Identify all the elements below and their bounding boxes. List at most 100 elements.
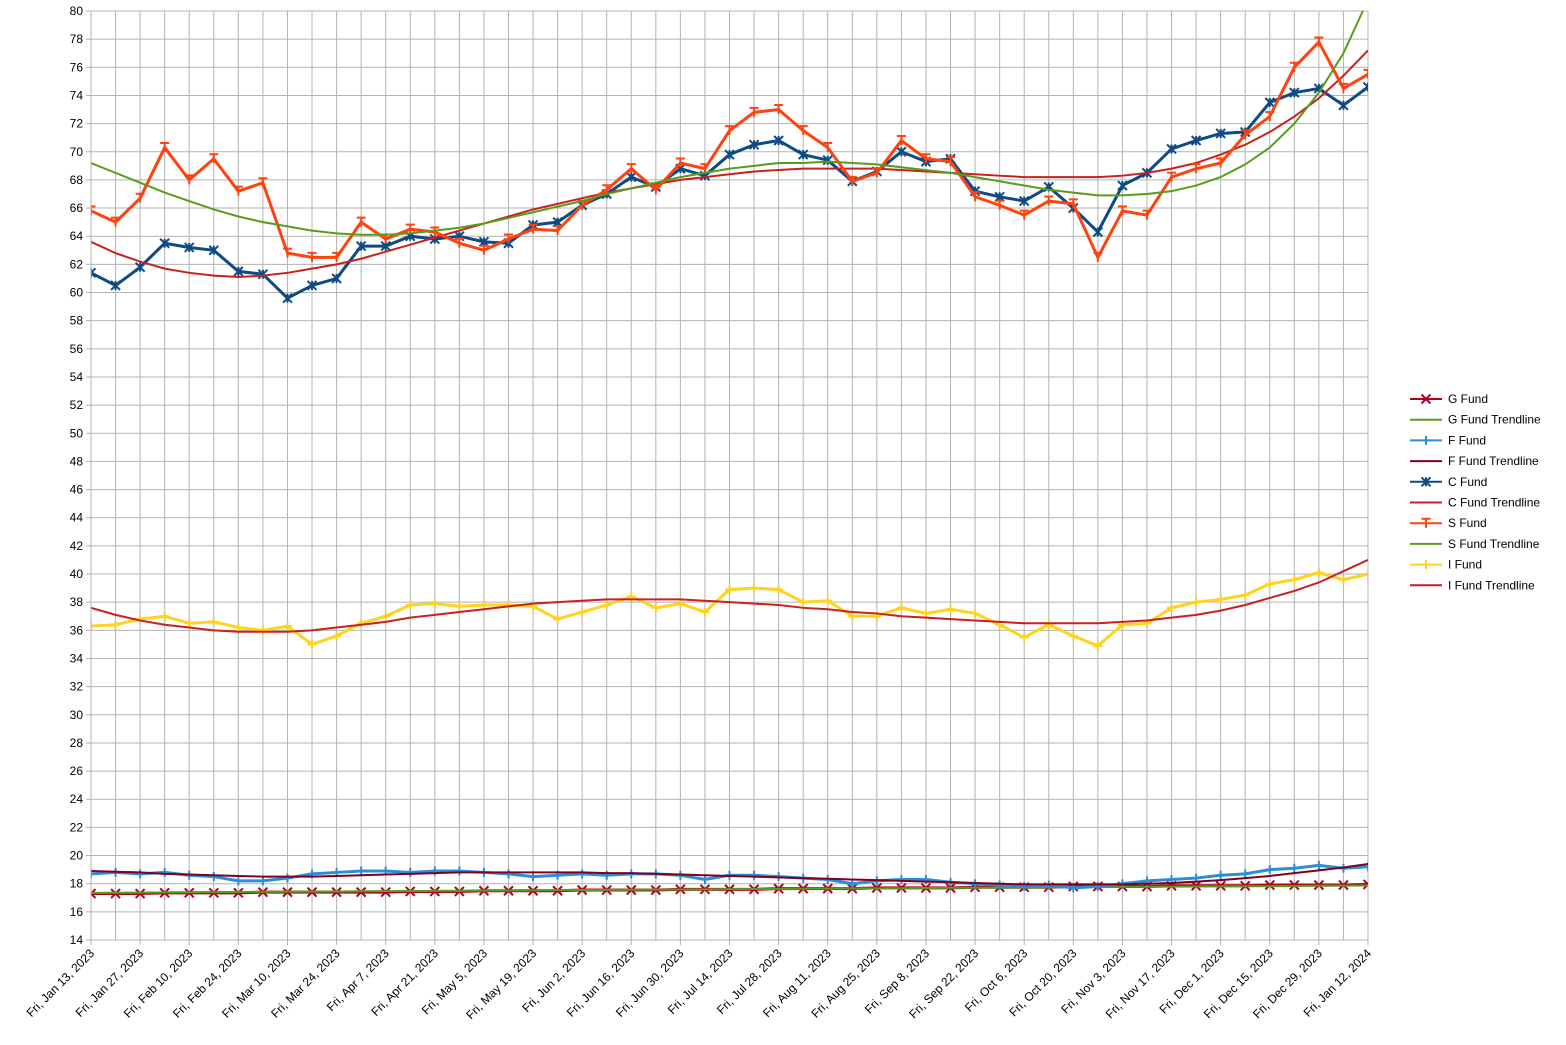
marker [405,867,415,877]
marker [823,142,833,153]
marker [602,600,612,610]
marker [1240,129,1250,140]
marker [1142,209,1152,220]
marker [1166,143,1177,155]
marker [1363,862,1368,872]
marker [356,866,366,876]
marker [479,600,489,610]
legend-label: C Fund Trendline [1448,496,1540,510]
y-tick-label: 66 [70,201,84,215]
marker [946,156,956,167]
marker [307,639,317,649]
marker [1044,620,1054,630]
y-tick-label: 52 [70,398,84,412]
y-tick-label: 32 [70,680,84,694]
marker [1265,111,1275,122]
y-tick-label: 72 [70,117,84,131]
marker [725,125,734,136]
marker [626,171,637,183]
grid [90,10,1369,941]
marker [1421,560,1431,570]
marker [91,205,96,216]
marker [1018,195,1030,207]
marker [282,292,293,304]
marker [921,153,931,164]
marker [331,273,342,284]
marker [454,601,464,611]
y-tick-label: 68 [70,173,84,187]
marker [1044,195,1054,206]
marker [1092,226,1104,238]
marker [847,611,857,621]
marker [675,157,685,168]
marker [700,163,710,174]
marker [528,223,538,234]
marker [1093,641,1103,651]
y-tick-label: 46 [70,483,84,497]
legend-label: S Fund Trendline [1448,537,1540,551]
marker [798,597,808,607]
marker [1338,575,1348,585]
marker [257,269,269,280]
marker [626,163,636,174]
marker [724,149,735,160]
marker [1314,36,1324,47]
marker [577,607,587,617]
marker [748,139,760,150]
plot-area [91,11,1368,899]
marker [91,888,97,899]
marker [970,608,980,618]
marker [774,585,784,595]
marker [184,242,195,253]
marker [91,267,97,279]
marker [111,620,121,630]
marker [1420,393,1432,405]
y-tick-label: 56 [70,342,84,356]
y-tick-label: 48 [70,454,84,468]
marker [553,614,563,624]
marker [847,175,857,186]
marker [307,251,317,262]
marker [159,238,170,249]
marker [749,106,759,117]
marker [209,153,219,164]
marker [1289,863,1299,873]
marker [1240,590,1250,600]
legend-label: C Fund [1448,475,1487,489]
y-tick-label: 14 [70,933,84,947]
marker [184,618,194,628]
marker [1117,205,1127,216]
marker [454,866,464,876]
marker [774,104,784,115]
marker [233,266,244,277]
marker [355,240,367,252]
marker [995,880,1005,890]
marker [1362,81,1368,93]
marker [503,233,513,244]
marker [896,874,906,884]
marker [1216,594,1226,604]
marker [700,607,710,617]
marker [797,149,809,160]
y-tick-label: 30 [70,708,84,722]
marker [208,245,219,256]
marker [1190,135,1202,146]
marker [1265,579,1275,589]
trendline [91,11,1364,236]
marker [1362,879,1368,890]
trendline [91,559,1368,633]
marker [896,146,907,157]
marker [184,174,194,185]
marker [356,216,366,227]
trendline [91,49,1368,279]
marker [282,247,292,258]
marker [1289,575,1299,585]
marker [946,604,956,614]
y-tick-label: 50 [70,426,84,440]
y-tick-label: 64 [70,229,84,243]
marker [995,199,1005,210]
marker [577,869,587,879]
marker [160,611,170,621]
marker [970,191,980,202]
marker [405,223,415,234]
